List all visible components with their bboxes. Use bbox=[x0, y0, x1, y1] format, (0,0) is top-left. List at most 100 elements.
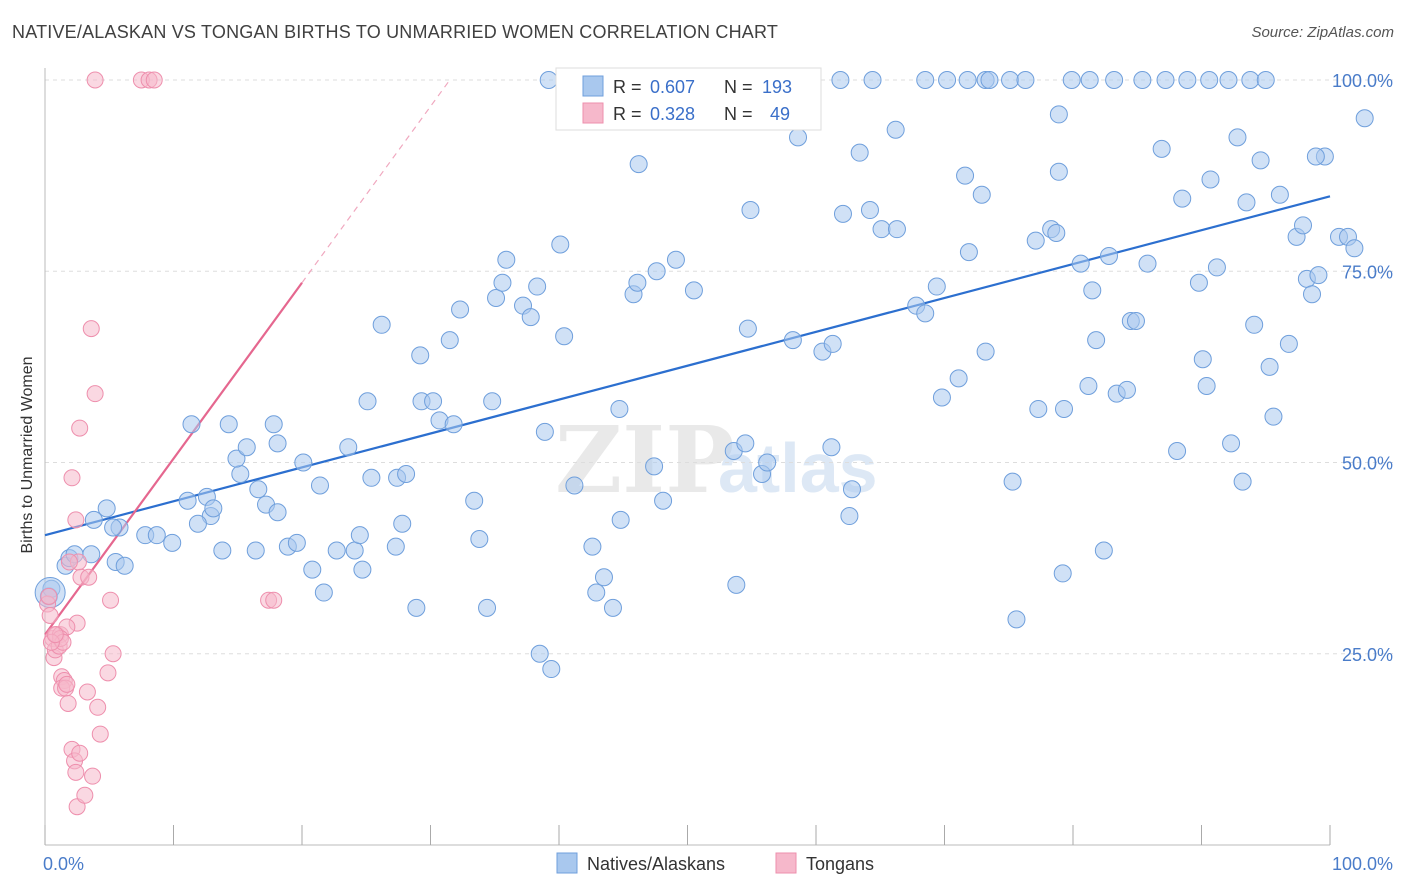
point-tongans bbox=[91, 725, 109, 743]
point-natives bbox=[783, 331, 802, 350]
point-natives bbox=[1178, 71, 1197, 89]
point-natives bbox=[863, 71, 882, 89]
point-tongans bbox=[63, 469, 81, 487]
point-natives bbox=[1173, 189, 1192, 208]
point-natives bbox=[1080, 71, 1099, 89]
point-natives bbox=[345, 541, 364, 560]
point-natives bbox=[860, 201, 879, 220]
point-natives bbox=[397, 464, 416, 483]
point-natives bbox=[629, 155, 648, 174]
point-natives bbox=[610, 399, 629, 418]
point-tongans bbox=[86, 385, 104, 403]
point-natives bbox=[327, 541, 346, 560]
point-tongans bbox=[40, 587, 58, 605]
point-natives bbox=[493, 273, 512, 292]
x-tick-label-max: 100.0% bbox=[1332, 854, 1393, 874]
point-natives bbox=[1306, 147, 1325, 166]
point-natives bbox=[1117, 380, 1136, 399]
point-natives bbox=[1049, 162, 1068, 181]
point-natives bbox=[182, 415, 201, 434]
point-natives bbox=[372, 315, 391, 334]
point-natives bbox=[411, 346, 430, 365]
series-legend-swatch-tongans bbox=[775, 852, 797, 874]
point-natives bbox=[115, 556, 134, 575]
point-natives bbox=[1303, 285, 1322, 304]
point-natives bbox=[833, 204, 852, 223]
point-natives bbox=[1309, 266, 1328, 285]
series-legend-label-natives: Natives/Alaskans bbox=[587, 854, 725, 874]
point-natives bbox=[213, 541, 232, 560]
point-natives bbox=[353, 560, 372, 579]
point-natives bbox=[1233, 472, 1252, 491]
data-points bbox=[34, 71, 1374, 816]
point-natives bbox=[1256, 71, 1275, 89]
point-tongans bbox=[71, 419, 89, 437]
point-tongans bbox=[99, 664, 117, 682]
point-natives bbox=[535, 422, 554, 441]
point-natives bbox=[736, 434, 755, 453]
point-natives bbox=[1083, 281, 1102, 300]
point-natives bbox=[654, 491, 673, 510]
point-natives bbox=[249, 480, 268, 499]
point-natives bbox=[84, 510, 103, 529]
series-legend-label-tongans: Tongans bbox=[806, 854, 874, 874]
point-natives bbox=[104, 518, 123, 537]
point-natives bbox=[611, 510, 630, 529]
point-natives bbox=[227, 449, 246, 468]
point-natives bbox=[916, 71, 935, 89]
point-natives bbox=[555, 327, 574, 346]
point-tongans bbox=[84, 767, 102, 785]
point-natives bbox=[1026, 231, 1045, 250]
x-tick-label-min: 0.0% bbox=[43, 854, 84, 874]
point-natives bbox=[528, 277, 547, 296]
point-natives bbox=[666, 250, 685, 269]
point-natives bbox=[1055, 399, 1074, 418]
point-tongans bbox=[82, 320, 100, 338]
point-natives bbox=[831, 71, 850, 89]
point-natives bbox=[932, 388, 951, 407]
point-natives bbox=[1264, 407, 1283, 426]
point-tongans bbox=[59, 694, 77, 712]
watermark-zip: ZIP bbox=[555, 406, 734, 514]
point-natives bbox=[539, 71, 558, 89]
point-natives bbox=[478, 598, 497, 617]
point-natives bbox=[958, 71, 977, 89]
point-tongans bbox=[78, 683, 96, 701]
point-natives bbox=[530, 644, 549, 663]
axes bbox=[44, 68, 1331, 846]
point-natives bbox=[741, 201, 760, 220]
point-natives bbox=[1126, 311, 1145, 330]
gridlines bbox=[45, 79, 1395, 655]
point-natives bbox=[1053, 564, 1072, 583]
point-natives bbox=[959, 243, 978, 262]
point-natives bbox=[684, 281, 703, 300]
legend-n-value-2: 49 bbox=[770, 104, 790, 124]
point-natives bbox=[1207, 258, 1226, 277]
point-natives bbox=[1294, 216, 1313, 235]
point-natives bbox=[1047, 224, 1066, 242]
point-natives bbox=[1156, 71, 1175, 89]
correlation-legend: R = 0.607 N = 193 R = 0.328 N = 49 bbox=[555, 67, 822, 131]
point-natives bbox=[842, 480, 861, 499]
chart-title: NATIVE/ALASKAN VS TONGAN BIRTHS TO UNMAR… bbox=[12, 22, 779, 42]
point-natives bbox=[1003, 472, 1022, 491]
point-natives bbox=[823, 334, 842, 353]
point-natives bbox=[231, 464, 250, 483]
point-natives bbox=[758, 453, 777, 472]
point-natives bbox=[822, 438, 841, 457]
point-natives bbox=[1049, 105, 1068, 124]
point-natives bbox=[542, 660, 561, 679]
point-natives bbox=[980, 71, 999, 89]
point-tongans bbox=[76, 786, 94, 804]
point-natives bbox=[840, 507, 859, 526]
point-tongans bbox=[67, 763, 85, 781]
point-natives bbox=[738, 319, 757, 338]
point-natives bbox=[303, 560, 322, 579]
point-tongans bbox=[67, 511, 85, 529]
watermark: ZIP atlas bbox=[555, 406, 878, 514]
legend-n-value-1: 193 bbox=[762, 77, 792, 97]
point-natives bbox=[407, 598, 426, 617]
point-natives bbox=[487, 289, 506, 308]
point-natives bbox=[1189, 273, 1208, 292]
